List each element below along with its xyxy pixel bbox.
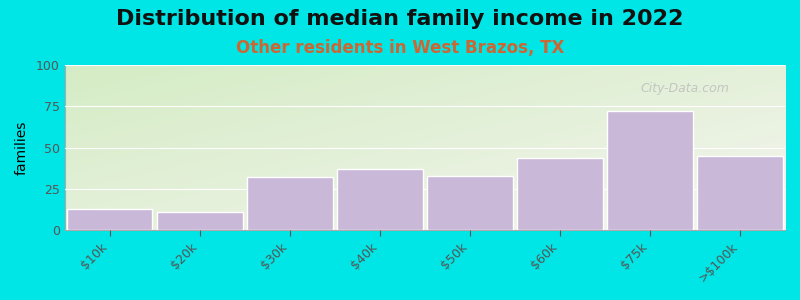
Bar <box>157 212 242 230</box>
Bar <box>517 158 602 230</box>
Text: City-Data.com: City-Data.com <box>641 82 730 94</box>
Bar <box>427 176 513 230</box>
Bar <box>607 111 693 230</box>
Y-axis label: families: families <box>15 121 29 175</box>
Bar <box>698 156 782 230</box>
Bar <box>337 169 422 230</box>
Text: Distribution of median family income in 2022: Distribution of median family income in … <box>116 9 684 29</box>
Bar <box>247 177 333 230</box>
Text: Other residents in West Brazos, TX: Other residents in West Brazos, TX <box>236 39 564 57</box>
Bar <box>67 209 153 230</box>
